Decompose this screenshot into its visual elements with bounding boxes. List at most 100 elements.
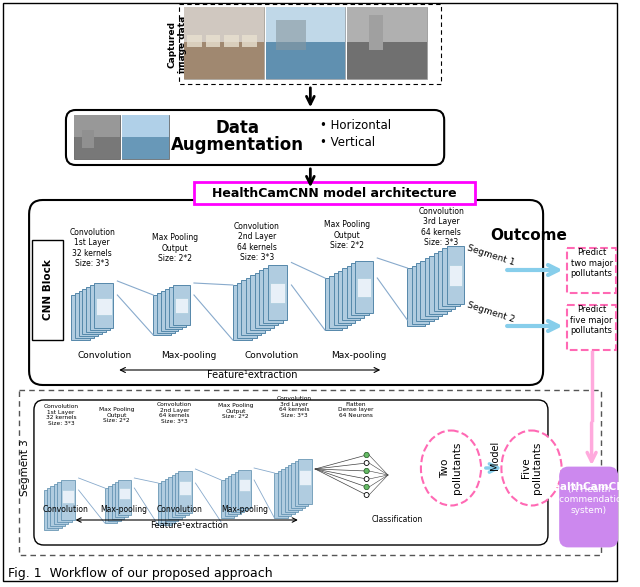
Bar (54, 484, 68, 524)
Circle shape (364, 484, 369, 490)
Text: Predict
five major
pollutants: Predict five major pollutants (570, 305, 613, 335)
Text: Feature¹extraction: Feature¹extraction (150, 521, 228, 529)
Bar (19, 390, 602, 555)
Bar (295, 461, 308, 506)
FancyBboxPatch shape (561, 468, 617, 546)
Bar (61, 480, 75, 520)
Text: Max Pooling
Output
Size: 2*2: Max Pooling Output Size: 2*2 (218, 403, 253, 419)
Circle shape (364, 453, 369, 457)
Bar (184, 7, 264, 79)
Bar (169, 287, 186, 327)
Bar (205, 35, 220, 47)
Bar (108, 486, 121, 521)
Bar (179, 471, 192, 513)
Text: Classification: Classification (372, 515, 423, 525)
Circle shape (364, 468, 369, 474)
Bar (161, 481, 175, 523)
Text: Convolution
1st Layer
32 kernels
Size: 3*3: Convolution 1st Layer 32 kernels Size: 3… (44, 404, 79, 426)
Bar (241, 280, 261, 335)
Bar (420, 261, 438, 319)
Bar (47, 488, 61, 528)
Bar (433, 253, 451, 311)
Text: CNN Block: CNN Block (42, 259, 52, 321)
Bar (153, 295, 171, 335)
Text: Max-pooling: Max-pooling (161, 350, 217, 359)
Text: Outcome: Outcome (490, 228, 567, 242)
Bar (348, 7, 427, 47)
Bar (96, 298, 111, 315)
Text: Flatten
Dense layer
64 Neurons: Flatten Dense layer 64 Neurons (338, 402, 374, 419)
Bar (179, 481, 191, 495)
Bar (250, 275, 269, 330)
Text: Feature¹extraction: Feature¹extraction (207, 370, 298, 380)
Bar (173, 285, 190, 325)
Bar (74, 115, 120, 137)
Bar (329, 275, 347, 328)
Bar (165, 479, 179, 521)
Bar (425, 258, 442, 316)
Text: Augmentation: Augmentation (171, 136, 304, 154)
Text: • Horizontal: • Horizontal (320, 119, 391, 131)
Text: Max-pooling: Max-pooling (331, 350, 387, 359)
Bar (429, 255, 447, 313)
Bar (119, 488, 130, 499)
Bar (235, 472, 247, 510)
Bar (79, 291, 98, 336)
Bar (369, 15, 383, 50)
Bar (291, 463, 305, 508)
Bar (111, 484, 124, 519)
Bar (276, 20, 305, 50)
Bar (348, 42, 427, 79)
Bar (438, 251, 455, 309)
Bar (75, 293, 94, 338)
Bar (243, 35, 257, 47)
Ellipse shape (421, 430, 481, 505)
Bar (187, 35, 202, 47)
Text: Convolution
2nd Layer
64 kernels
Size: 3*3: Convolution 2nd Layer 64 kernels Size: 3… (157, 402, 192, 424)
Bar (351, 263, 369, 315)
Bar (90, 285, 109, 330)
Text: Data: Data (216, 119, 260, 137)
Circle shape (364, 460, 369, 465)
FancyBboxPatch shape (29, 200, 543, 385)
Bar (416, 263, 433, 321)
Bar (268, 265, 287, 320)
Bar (255, 272, 274, 328)
Bar (338, 271, 355, 322)
Bar (447, 245, 464, 303)
Text: Two
pollutants: Two pollutants (440, 442, 462, 494)
Bar (263, 268, 283, 322)
Text: Convolution: Convolution (43, 505, 89, 514)
Bar (122, 137, 169, 159)
Text: Segment 1: Segment 1 (466, 243, 516, 267)
Bar (225, 478, 237, 516)
Bar (61, 490, 74, 503)
Bar (281, 469, 295, 514)
Text: Convolution
3rd Layer
64 kernels
Size: 3*3: Convolution 3rd Layer 64 kernels Size: 3… (419, 207, 464, 247)
Bar (342, 268, 360, 320)
Bar (172, 475, 185, 517)
Bar (237, 282, 257, 338)
Bar (412, 265, 429, 323)
Bar (184, 42, 264, 79)
Bar (158, 483, 172, 525)
Text: Convolution
2nd Layer
64 kernels
Size: 3*3: Convolution 2nd Layer 64 kernels Size: 3… (234, 222, 280, 262)
Bar (175, 473, 189, 515)
Bar (407, 268, 425, 326)
Bar (357, 278, 371, 296)
Bar (57, 482, 72, 522)
Bar (246, 278, 265, 332)
Text: Max-pooling: Max-pooling (100, 505, 148, 514)
Bar (44, 490, 58, 530)
Text: Convolution
3rd Layer
64 kernels
Size: 3*3: Convolution 3rd Layer 64 kernels Size: 3… (276, 396, 312, 418)
Bar (118, 480, 131, 515)
Text: • Vertical: • Vertical (320, 136, 375, 149)
Bar (51, 486, 65, 526)
Text: Five
pollutants: Five pollutants (521, 442, 542, 494)
Circle shape (364, 492, 369, 498)
Bar (239, 479, 250, 491)
Text: Max-pooling: Max-pooling (221, 505, 268, 514)
Bar (194, 182, 476, 204)
Bar (266, 7, 345, 79)
Bar (83, 289, 102, 334)
